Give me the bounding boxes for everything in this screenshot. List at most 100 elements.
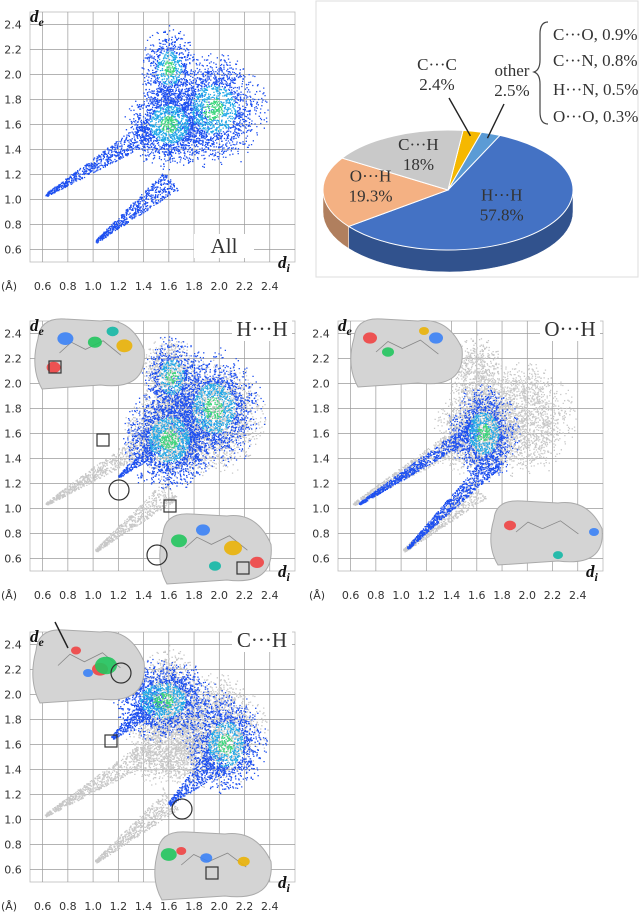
surface-spot: [419, 327, 429, 335]
pie-category-label: O···H: [350, 167, 392, 186]
marker-square: [205, 866, 219, 880]
fingerprint-points: [140, 683, 245, 768]
surface-inset: [375, 339, 439, 355]
pie-category-label: C···H: [398, 135, 439, 154]
x-tick-label: 2.0: [519, 589, 537, 602]
x-tick-label: 0.8: [367, 589, 385, 602]
y-tick-label: 1.8: [4, 714, 22, 727]
marker-square: [163, 499, 177, 513]
fingerprint-points: [476, 423, 491, 442]
x-unit: (Å): [309, 589, 325, 602]
y-tick-label: 2.0: [312, 378, 330, 391]
y-axis-label-main: d: [30, 627, 39, 646]
y-axis-label-main: d: [338, 316, 347, 335]
other-breakdown-label: O···O, 0.3%: [553, 107, 638, 126]
y-tick-label: 1.8: [4, 94, 22, 107]
x-tick-label: 1.2: [110, 589, 128, 602]
surface-spot: [87, 336, 102, 348]
marker-square: [104, 734, 118, 748]
x-axis-label-main: d: [278, 562, 287, 581]
surface-inset: [184, 535, 248, 551]
x-axis-label: di: [278, 562, 291, 584]
fingerprint-points: [118, 336, 266, 490]
y-tick-label: 0.8: [4, 528, 22, 541]
pie-slice: [347, 134, 574, 251]
y-tick-label: 2.4: [4, 328, 22, 341]
surface-spot: [363, 332, 377, 344]
y-tick-label: 1.6: [4, 119, 22, 132]
y-tick-label: 1.8: [4, 403, 22, 416]
y-tick-label: 0.6: [4, 553, 22, 566]
surface-spot: [83, 669, 93, 677]
x-tick-label: 0.6: [342, 589, 360, 602]
marker-square: [48, 360, 62, 374]
x-tick-label: 0.6: [34, 280, 52, 293]
y-tick-label: 1.4: [312, 453, 330, 466]
x-tick-label: 1.8: [493, 589, 511, 602]
marker-circle: [171, 798, 193, 820]
surface-inset: [350, 318, 463, 388]
y-tick-label: 2.2: [4, 44, 22, 57]
x-axis-label: di: [586, 562, 599, 584]
y-axis-label-sub: e: [347, 324, 353, 338]
x-tick-label: 2.0: [211, 589, 229, 602]
y-axis-label-main: d: [30, 7, 39, 26]
y-tick-label: 2.0: [4, 69, 22, 82]
fingerprint-points: [45, 25, 269, 244]
surface-spot: [429, 332, 443, 344]
x-tick-label: 1.6: [468, 589, 486, 602]
panel-label: All: [211, 234, 238, 258]
x-unit: (Å): [1, 280, 17, 293]
y-tick-label: 1.6: [4, 428, 22, 441]
x-tick-label: 2.0: [211, 280, 229, 293]
fingerprint-points: [149, 359, 236, 463]
y-tick-label: 1.4: [4, 453, 22, 466]
pie-value-label: 57.8%: [480, 206, 524, 225]
fingerprint-background: [44, 645, 269, 864]
y-axis-label-sub: e: [39, 635, 45, 649]
x-tick-label: 1.4: [135, 280, 153, 293]
fingerprint-points: [150, 50, 237, 144]
pie-frame: [315, 0, 639, 278]
y-tick-label: 0.8: [312, 528, 330, 541]
surface-spot: [71, 646, 81, 655]
x-tick-label: 0.8: [59, 900, 77, 913]
surface-inset: [515, 520, 579, 535]
other-breakdown-label: H···N, 0.5%: [553, 80, 638, 99]
x-axis-label-main: d: [586, 562, 595, 581]
x-tick-label: 2.2: [236, 589, 254, 602]
x-tick-label: 2.4: [261, 589, 279, 602]
panel-label-bg: [232, 628, 292, 652]
panel-label: C···H: [237, 628, 287, 652]
y-tick-label: 1.0: [312, 503, 330, 516]
y-tick-label: 1.0: [4, 814, 22, 827]
x-axis-label-sub: i: [595, 570, 599, 584]
x-tick-label: 0.8: [59, 589, 77, 602]
y-tick-label: 2.4: [312, 328, 330, 341]
x-axis-label-main: d: [278, 873, 287, 892]
marker-circle: [110, 662, 132, 684]
x-tick-label: 1.0: [84, 589, 102, 602]
plot-frame: [337, 320, 604, 572]
y-tick-label: 1.0: [4, 194, 22, 207]
y-tick-label: 0.6: [312, 553, 330, 566]
surface-inset: [159, 513, 272, 585]
surface-spot: [224, 540, 242, 556]
plot-frame: [29, 11, 296, 263]
surface-spot: [176, 847, 187, 855]
leader-line: [448, 97, 472, 137]
y-tick-label: 0.6: [4, 864, 22, 877]
x-tick-label: 1.8: [185, 280, 203, 293]
y-tick-label: 1.2: [4, 789, 22, 802]
surface-inset: [154, 831, 272, 901]
surface-spot: [57, 332, 74, 345]
surface-spot: [209, 561, 221, 571]
x-tick-label: 1.4: [443, 589, 461, 602]
x-tick-label: 1.0: [84, 900, 102, 913]
fingerprint-points: [160, 60, 224, 133]
x-tick-label: 0.8: [59, 280, 77, 293]
x-tick-label: 1.6: [160, 280, 178, 293]
y-tick-label: 1.2: [312, 478, 330, 491]
x-axis-label-main: d: [278, 253, 287, 272]
pie-slice: [341, 129, 464, 191]
